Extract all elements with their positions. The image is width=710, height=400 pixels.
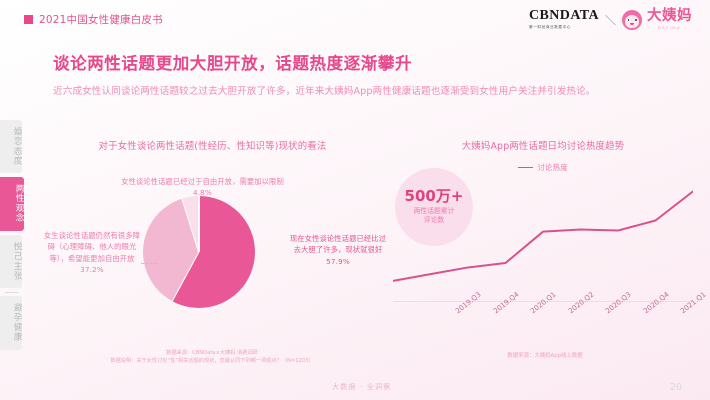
pie-chart-graphic: [143, 196, 255, 308]
legend-color-swatch: [518, 166, 534, 169]
highlight-badge: 500万+ 两性话题累计 评论数: [395, 168, 473, 246]
sidebar-divider: [5, 292, 18, 294]
pie-chart-panel: 对于女性谈论两性话题(性经历、性知识等)现状的看法 女性谈论性话题已经过于自由开…: [40, 138, 388, 343]
trend-line-path: [393, 190, 693, 282]
badge-value: 500万+: [404, 186, 464, 205]
pie-label-text: 现在女性谈论性话题已经比过去大胆了许多，现状就很好: [289, 234, 387, 255]
badge-caption-line2: 评论数: [423, 216, 445, 224]
pie-slice-divider: [171, 251, 200, 302]
pie-chart-title: 对于女性谈论两性话题(性经历、性知识等)现状的看法: [98, 141, 327, 152]
cbndata-subtitle: 第一财经商业数据中心: [529, 25, 571, 29]
badge-caption: 两性话题累计 评论数: [414, 207, 455, 225]
sidebar-item-self-pleasure[interactable]: 悦己主张: [0, 234, 22, 289]
source-line-1: 数据来源：CBNData×大姨妈 消费调研: [166, 350, 258, 356]
sidebar-item-sexual-views[interactable]: 两性观念: [0, 177, 24, 231]
pie-chart-source-note: 数据来源：CBNData×大姨妈 消费调研 数据说明：关于女性讨论“性”相关话题…: [42, 349, 382, 365]
sidebar-item-label: 两性观念: [14, 184, 24, 223]
mascot-eyes-icon: [627, 19, 637, 21]
pie-label-value: 57.9%: [326, 256, 350, 266]
x-axis-line: [393, 301, 693, 302]
slide-footer: 大数据 · 全洞察 20: [0, 374, 710, 400]
sidebar-tabs: 婚恋态度 两性观念 悦己主张 避孕健康: [0, 120, 26, 354]
legend-label: 讨论热度: [537, 163, 568, 172]
sidebar-item-label: 避孕健康: [12, 303, 22, 342]
sidebar-item-label: 悦己主张: [12, 241, 22, 281]
line-chart-legend: 讨论热度: [393, 162, 693, 173]
line-chart-title: 大姨妈App两性话题日均讨论热度趋势: [461, 141, 625, 152]
dayima-logo: 大姨妈 DAYIMA: [647, 9, 692, 30]
cbndata-wordmark: CBNDATA: [529, 8, 599, 23]
pie-label-bolder-now: 现在女性谈论性话题已经比过去大胆了许多，现状就很好 57.9%: [288, 233, 388, 267]
brand-logos: CBNDATA 第一财经商业数据中心 ＼ 大姨妈 DAYIMA: [529, 9, 692, 30]
pie-label-value: 37.2%: [80, 264, 104, 274]
page-number: 20: [669, 382, 682, 393]
pie-slice-divider: [181, 198, 200, 253]
dayima-wordmark: 大姨妈: [647, 8, 692, 25]
page-title: 谈论两性话题更加大胆开放，话题热度逐渐攀升: [53, 54, 413, 73]
line-chart-plot: [393, 190, 693, 282]
source-line-2: 数据说明：关于女性讨论“性”相关话题的现状，您最认同下列哪一项观点？（N=120…: [110, 358, 314, 365]
dayima-subtitle: DAYIMA: [657, 25, 682, 30]
line-chart-panel: 大姨妈App两性话题日均讨论热度趋势 讨论热度 500万+ 两性话题累计 评论数…: [393, 138, 708, 343]
sidebar-item-contraception-health[interactable]: 避孕健康: [0, 296, 22, 350]
x-axis-labels: 2019.Q3 2019.Q4 2020.Q1 2020.Q2 2020.Q3 2020.…: [393, 291, 708, 341]
pie-slice-divider: [198, 196, 200, 252]
square-marker-icon: [24, 15, 33, 24]
pie-label-value: 4.8%: [193, 188, 212, 198]
pie-leader-line: [141, 263, 157, 264]
pie-label-text: 女生谈论性话题仍然有很多障碍（心理障碍、他人的眼光等），希望能更加自由开放: [43, 231, 141, 263]
pie-label-text: 女性谈论性话题已经过于自由开放，需要加以限制: [121, 177, 284, 186]
badge-caption-line1: 两性话题累计: [413, 206, 455, 215]
page-subtitle: 近六成女性认同谈论两性话题较之过去大胆开放了许多，近年来大姨妈App两性健康话题…: [53, 86, 596, 97]
cbndata-logo: CBNDATA 第一财经商业数据中心: [529, 9, 599, 30]
slide-header: 2021中国女性健康白皮书 CBNDATA 第一财经商业数据中心 ＼ 大姨妈 D…: [0, 0, 710, 42]
sidebar-item-label: 婚恋态度: [12, 127, 22, 166]
dayima-mascot-icon: [622, 9, 642, 30]
footer-slogan: 大数据 · 全洞察: [332, 383, 392, 391]
pie-label-still-barriers: 女生谈论性话题仍然有很多障碍（心理障碍、他人的眼光等），希望能更加自由开放 37…: [42, 230, 142, 275]
sidebar-item-marriage-attitude[interactable]: 婚恋态度: [0, 120, 22, 174]
breadcrumb-label: 2021中国女性健康白皮书: [39, 14, 163, 26]
pie-label-overly-open: 女性谈论性话题已经过于自由开放，需要加以限制 4.8%: [115, 176, 290, 199]
mascot-mouth-icon: [630, 22, 634, 25]
logo-separator: ＼: [605, 13, 616, 27]
breadcrumb: 2021中国女性健康白皮书: [24, 12, 163, 27]
line-chart-source-note: 数据来源：大姨妈App线上数据: [507, 353, 583, 359]
